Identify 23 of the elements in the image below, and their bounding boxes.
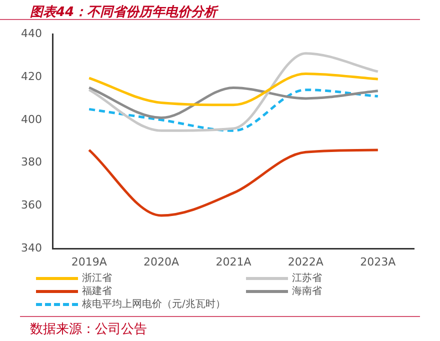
line-series [88,52,380,132]
x-tick-label: 2023A [360,255,396,268]
x-tick-label: 2019A [71,255,108,268]
y-tick-label: 360 [20,198,42,212]
y-tick-label: 380 [20,156,42,169]
y-tick-label: 440 [20,26,42,40]
line-series [88,72,380,106]
legend-label: 江苏省 [292,272,322,285]
x-tick-label: 2020A [144,255,180,268]
legend-label: 核电平均上网电价（元/兆瓦时） [82,298,226,311]
x-tick-label: 2022A [288,255,324,268]
y-tick-label: 420 [20,70,42,83]
y-tick-label: 340 [20,242,42,255]
line-series [88,86,380,120]
y-tick-label: 400 [20,112,42,126]
legend-label: 浙江省 [82,272,112,285]
chart-title: 图表44：不同省份历年电价分析 [0,0,420,20]
line-series [88,148,380,217]
x-tick-label: 2021A [216,255,252,268]
line-series [88,88,380,132]
legend-label: 福建省 [82,284,112,298]
legend-label: 海南省 [292,284,322,298]
source-note: 数据来源：公司公告 [20,316,420,338]
